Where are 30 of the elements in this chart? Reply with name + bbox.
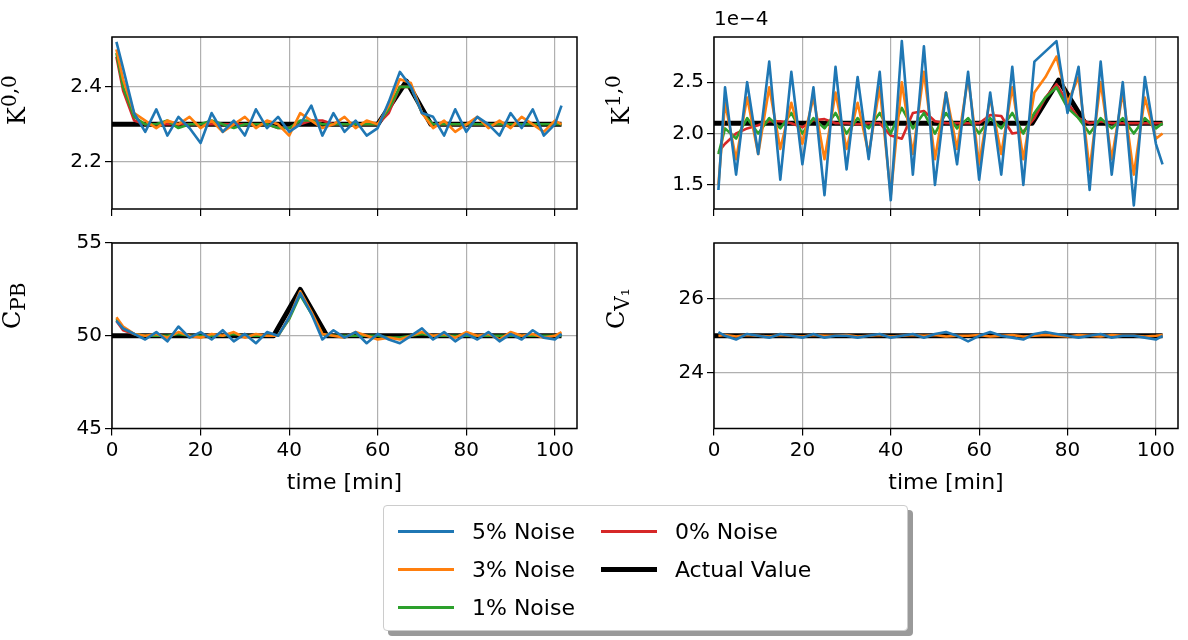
legend-label: Actual Value: [674, 556, 812, 582]
y-tick-label: 24: [678, 359, 704, 384]
x-tick-label: 0: [105, 436, 119, 461]
legend-label: 3% Noise: [472, 556, 575, 582]
y-tick-label: 2.2: [70, 147, 102, 172]
text: 1e−4: [714, 6, 769, 30]
x-tick-label: 40: [276, 436, 302, 461]
x-axis-title: time [min]: [888, 468, 1004, 494]
legend-label: 0% Noise: [674, 518, 778, 544]
y-tick-label: 26: [678, 284, 704, 309]
x-tick-label: 80: [1054, 436, 1081, 461]
y-tick-label: 50: [76, 322, 102, 346]
x-tick-label: 0: [707, 436, 721, 461]
y-tick-label: 2.5: [672, 68, 704, 93]
x-tick-label: 20: [789, 436, 816, 461]
y-tick-label: 2.0: [672, 119, 704, 144]
y-tick-label: 55: [76, 229, 102, 254]
x-tick-label: 100: [1136, 436, 1175, 461]
x-tick-label: 40: [878, 436, 904, 461]
legend-label: 1% Noise: [472, 594, 575, 620]
x-tick-label: 20: [187, 436, 214, 461]
y-tick-label: 45: [76, 414, 102, 439]
legend-label: 5% Noise: [472, 518, 575, 544]
y-tick-label: 1.5: [672, 171, 704, 196]
x-tick-label: 60: [966, 436, 992, 461]
x-tick-label: 80: [453, 436, 480, 461]
x-axis-title: time [min]: [286, 468, 403, 494]
x-tick-label: 100: [535, 436, 574, 461]
y-tick-label: 2.4: [70, 73, 102, 98]
x-tick-label: 60: [364, 436, 391, 461]
